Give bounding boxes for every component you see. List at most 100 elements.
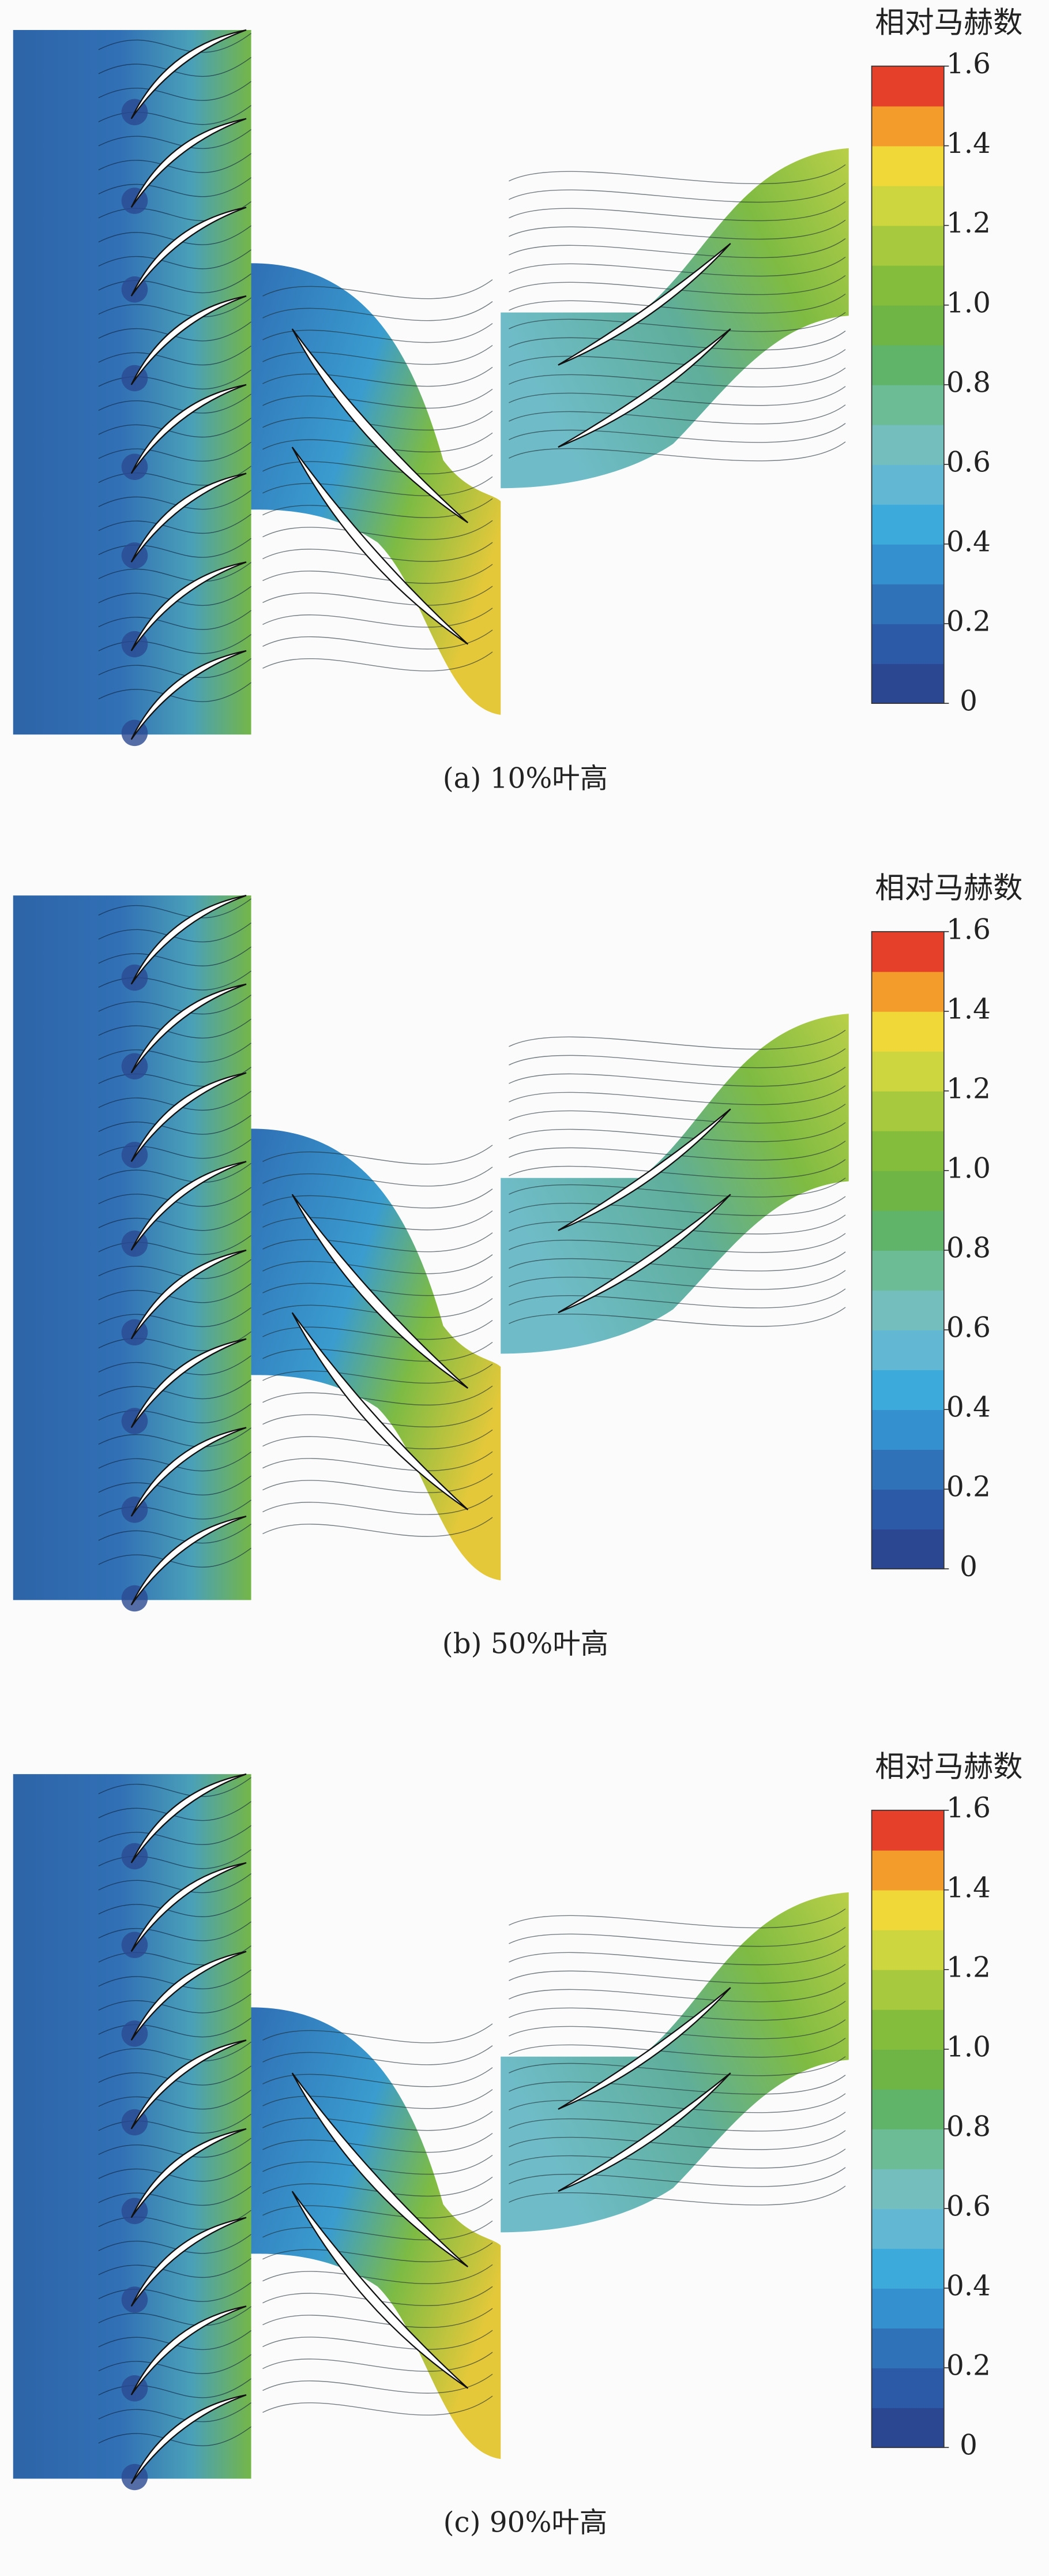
contour-line bbox=[262, 1495, 493, 1515]
contour-line bbox=[262, 279, 493, 299]
colorbar-band bbox=[871, 464, 944, 505]
contour-line bbox=[98, 658, 251, 678]
contour-line bbox=[509, 312, 846, 332]
colorbar-tick-label: 0.2 bbox=[946, 2350, 991, 2382]
contour-line bbox=[262, 2395, 493, 2416]
colorbar-band bbox=[871, 2128, 944, 2169]
colorbar-tick-label: 0.2 bbox=[946, 606, 991, 638]
contour-line bbox=[262, 2330, 493, 2350]
contour-line bbox=[262, 2352, 493, 2372]
contour-line bbox=[98, 273, 251, 294]
colorbar-tick-label: 1.6 bbox=[946, 48, 991, 80]
contour-line bbox=[262, 1385, 493, 1405]
colorbar-band bbox=[871, 2408, 944, 2448]
colorbar-tick-label: 1.4 bbox=[946, 1872, 991, 1904]
colorbar-tick-label: 1.0 bbox=[946, 287, 991, 319]
contour-line bbox=[509, 386, 846, 406]
contour-line bbox=[262, 1429, 493, 1449]
blade bbox=[130, 1161, 247, 1251]
contour-line bbox=[98, 1163, 251, 1183]
colorbar-tick-label: 1.4 bbox=[946, 993, 991, 1025]
contour-line bbox=[98, 1777, 251, 1797]
contour-line bbox=[98, 946, 251, 966]
colorbar-band bbox=[871, 185, 944, 226]
blade bbox=[130, 1427, 247, 1517]
contour-line bbox=[98, 1307, 251, 1328]
blade bbox=[558, 1194, 731, 1314]
contour-line bbox=[98, 1283, 251, 1303]
contour-line bbox=[98, 1825, 251, 1845]
contour-line bbox=[98, 562, 251, 582]
colorbar-tick-label: 0 bbox=[960, 2429, 977, 2462]
contour-line bbox=[98, 1873, 251, 1893]
contour-line bbox=[262, 1473, 493, 1493]
contour-line bbox=[98, 922, 251, 943]
contour-line bbox=[98, 1139, 251, 1159]
blade bbox=[558, 328, 731, 448]
blade bbox=[558, 2072, 731, 2192]
contour-line bbox=[98, 490, 251, 510]
colorbar-band bbox=[871, 1250, 944, 1291]
colorbar-band bbox=[871, 1290, 944, 1330]
contour-line bbox=[262, 2111, 493, 2131]
contour-line bbox=[262, 564, 493, 584]
colorbar-band bbox=[871, 384, 944, 425]
blade bbox=[130, 118, 247, 208]
contour-line bbox=[509, 331, 846, 351]
contour-line bbox=[98, 345, 251, 366]
contour-line bbox=[509, 2185, 846, 2206]
colorbar-tick-label: 1.0 bbox=[946, 1152, 991, 1184]
colorbar-tick-label: 1.6 bbox=[946, 913, 991, 946]
contour-line bbox=[98, 2282, 251, 2302]
colorbar-band bbox=[871, 1810, 944, 1851]
blade bbox=[291, 328, 469, 523]
colorbar-band bbox=[871, 305, 944, 346]
caption: (c) 90%叶高 bbox=[443, 2507, 608, 2539]
contour-line bbox=[509, 2075, 846, 2095]
colorbar-band bbox=[871, 344, 944, 385]
contour-line bbox=[98, 1259, 251, 1279]
contour-line bbox=[98, 153, 251, 173]
blade bbox=[130, 1249, 247, 1340]
colorbar-tick-label: 0.8 bbox=[946, 366, 991, 399]
contour-line bbox=[262, 2264, 493, 2284]
contour-line bbox=[509, 1270, 846, 1290]
contour-line bbox=[262, 1517, 493, 1537]
contour-line bbox=[262, 2198, 493, 2219]
contour-line bbox=[98, 2090, 251, 2110]
colorbar-band bbox=[871, 931, 944, 972]
contour-line bbox=[98, 1379, 251, 1400]
colorbar-band bbox=[871, 2368, 944, 2409]
blade bbox=[130, 2305, 247, 2395]
contour-line bbox=[509, 164, 846, 185]
contour-line bbox=[98, 2306, 251, 2326]
contour-line bbox=[509, 1926, 846, 1947]
contour-line bbox=[262, 586, 493, 606]
blade bbox=[130, 1862, 247, 1952]
contour-line bbox=[262, 366, 493, 387]
contour-line bbox=[98, 441, 251, 462]
blade bbox=[291, 447, 469, 645]
contour-line bbox=[98, 1547, 251, 1568]
contour-line bbox=[98, 1475, 251, 1495]
flow-domain bbox=[251, 2007, 501, 2459]
contour-line bbox=[98, 1211, 251, 1231]
contour-line bbox=[98, 1018, 251, 1039]
colorbar-band bbox=[871, 106, 944, 147]
contour-line bbox=[262, 629, 493, 650]
contour-line bbox=[98, 33, 251, 53]
blade bbox=[130, 1338, 247, 1428]
contour-line bbox=[98, 1043, 251, 1063]
contour-line bbox=[98, 2185, 251, 2206]
contour-line bbox=[509, 349, 846, 369]
contour-line bbox=[262, 301, 493, 321]
contour-line bbox=[509, 2112, 846, 2132]
blade bbox=[130, 2217, 247, 2307]
contour-line bbox=[509, 1214, 846, 1235]
blade bbox=[130, 2394, 247, 2484]
colorbar-title: 相对马赫数 bbox=[875, 1750, 1022, 1784]
colorbar-title: 相对马赫数 bbox=[875, 871, 1022, 906]
contour-line bbox=[98, 2041, 251, 2062]
contour-line bbox=[509, 2148, 846, 2169]
